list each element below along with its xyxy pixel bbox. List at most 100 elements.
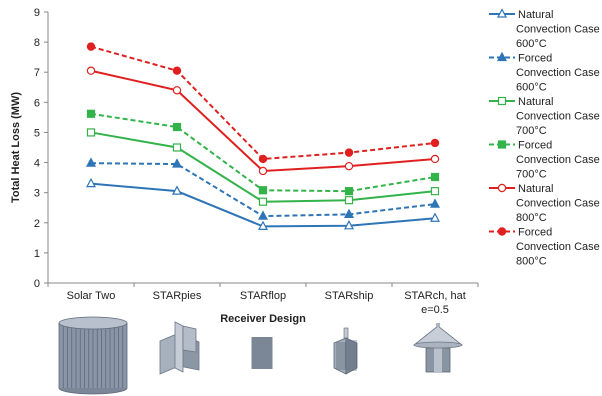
cross-fin-front <box>174 321 184 373</box>
y-tick-label: 0 <box>34 278 40 290</box>
data-point <box>430 198 440 208</box>
ship-mast <box>343 327 349 339</box>
data-point <box>172 143 182 152</box>
x-tick-label: e=0.5 <box>421 304 449 316</box>
cylinder-bottom <box>58 387 128 395</box>
y-tick-label: 5 <box>34 127 40 139</box>
series-6 <box>86 42 440 164</box>
ship-left <box>333 337 347 375</box>
chart-axes: 0 1 2 3 4 5 6 7 8 9 Solar Two STARpies STARflop STARs… <box>10 7 479 325</box>
data-point <box>258 166 268 176</box>
hat-receiver-icon <box>412 323 464 373</box>
data-point <box>172 122 182 132</box>
y-tick-label: 1 <box>34 248 40 260</box>
x-axis-title: Receiver Design <box>220 313 306 325</box>
data-point <box>258 220 268 230</box>
series-3 <box>86 128 440 206</box>
cross-receiver-icon <box>159 321 200 375</box>
data-point <box>344 220 354 230</box>
x-tick-label: STARch, hat <box>404 290 466 302</box>
cylinder-top <box>58 316 128 330</box>
legend-label: 800°C <box>516 256 547 268</box>
legend-label: Convection Case <box>516 198 600 210</box>
series-4 <box>86 109 440 196</box>
data-point <box>172 158 182 168</box>
legend-entry: Forced Convection Case 600°C <box>489 51 600 94</box>
series-layer <box>86 42 440 230</box>
legend-label: Natural <box>518 183 553 195</box>
x-tick-label: Solar Two <box>67 290 116 302</box>
data-point <box>86 109 96 118</box>
series-2 <box>86 157 440 220</box>
y-tick-label: 7 <box>34 67 40 79</box>
legend-label: 600°C <box>516 82 547 94</box>
hat-body-fin <box>434 348 442 372</box>
data-point <box>344 208 354 218</box>
data-point <box>258 197 268 206</box>
legend-marker <box>497 227 507 236</box>
y-tick-label: 3 <box>34 188 40 200</box>
legend-marker <box>497 183 507 193</box>
cylinder-receiver-icon <box>58 316 128 395</box>
legend-label: 700°C <box>516 125 547 137</box>
data-point <box>430 138 440 148</box>
legend-label: Forced <box>518 140 552 152</box>
ship-receiver-icon <box>333 327 358 375</box>
legend: Natural Convection Case 600°C Forced Convect… <box>489 8 600 268</box>
x-tick-label: STARpies <box>153 290 202 302</box>
receiver-illustrations <box>58 316 464 395</box>
data-point <box>344 148 354 157</box>
data-point <box>258 186 268 195</box>
data-point <box>172 185 182 195</box>
data-point <box>430 172 440 182</box>
data-point <box>86 42 96 51</box>
y-tick-label: 8 <box>34 37 40 49</box>
legend-marker <box>497 140 507 149</box>
data-point <box>344 196 354 205</box>
y-axis-title: Total Heat Loss (MW) <box>10 92 22 203</box>
legend-entry: Forced Convection Case 800°C <box>489 227 600 268</box>
legend-label: Natural <box>518 96 553 108</box>
data-point <box>86 128 96 137</box>
data-point <box>258 154 268 164</box>
data-point <box>430 187 440 196</box>
legend-label: Forced <box>518 227 552 239</box>
data-point <box>172 66 182 75</box>
y-tick-label: 2 <box>34 218 40 230</box>
legend-marker <box>497 96 507 106</box>
legend-label: Forced <box>518 53 552 65</box>
hat-brim <box>413 341 463 349</box>
y-tick-label: 9 <box>34 7 40 19</box>
data-point <box>344 161 354 171</box>
data-point <box>344 187 354 196</box>
hat-tip <box>436 323 440 327</box>
series-line <box>90 112 436 193</box>
legend-entry: Natural Convection Case 700°C <box>489 96 600 137</box>
legend-entry: Forced Convection Case 700°C <box>489 140 600 181</box>
x-tick-label: STARship <box>325 290 374 302</box>
legend-label: 600°C <box>516 38 547 50</box>
data-point <box>86 177 96 188</box>
legend-label: Convection Case <box>516 154 600 166</box>
legend-label: Convection Case <box>516 24 600 36</box>
legend-label: Convection Case <box>516 241 600 253</box>
legend-label: Convection Case <box>516 67 600 79</box>
x-tick-label: STARflop <box>240 290 286 302</box>
legend-label: 700°C <box>516 169 547 181</box>
legend-label: Natural <box>518 9 553 21</box>
legend-label: Convection Case <box>516 111 600 123</box>
y-tick-label: 6 <box>34 97 40 109</box>
flat-panel-receiver-icon <box>251 337 273 369</box>
data-point <box>430 154 440 164</box>
data-point <box>86 66 96 75</box>
cross-fin-back <box>182 325 197 353</box>
legend-marker <box>497 8 507 18</box>
series-1 <box>86 177 440 230</box>
data-point <box>86 157 96 167</box>
legend-marker <box>497 51 507 62</box>
series-5 <box>86 66 440 176</box>
data-point <box>430 212 440 222</box>
y-tick-label: 4 <box>34 158 40 170</box>
legend-label: 800°C <box>516 212 547 224</box>
